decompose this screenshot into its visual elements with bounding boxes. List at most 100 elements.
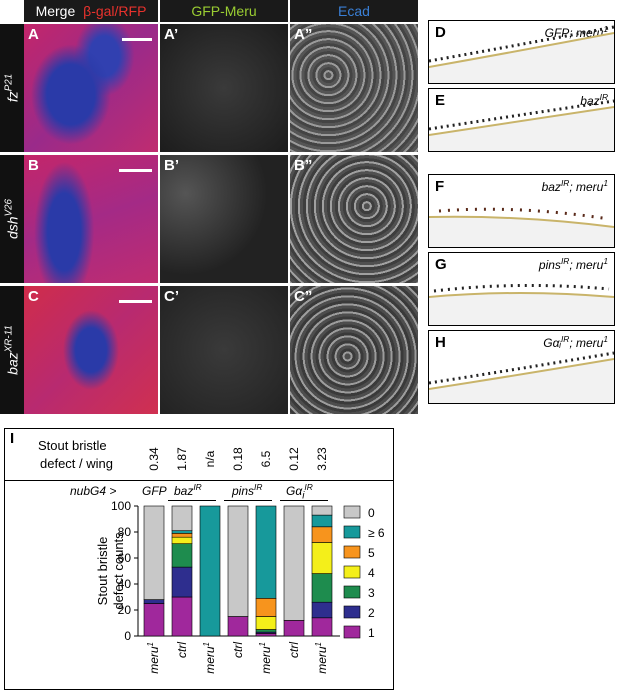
bar-segment bbox=[171, 530, 193, 534]
bar-segment bbox=[311, 617, 333, 637]
panel-label-D: D bbox=[435, 24, 446, 41]
header-merge-label: Merge bbox=[35, 3, 76, 19]
bar-segment bbox=[171, 505, 193, 532]
bar-segment bbox=[255, 629, 277, 633]
panel-label-B: B bbox=[28, 157, 39, 174]
row-label-fz-text: fzP21 bbox=[3, 73, 21, 103]
bar-segment bbox=[255, 598, 277, 617]
panel-label-G: G bbox=[435, 256, 447, 273]
bar-segment bbox=[143, 603, 165, 637]
wing-margin-image bbox=[429, 207, 614, 247]
defect-value: 0.34 bbox=[147, 447, 161, 471]
micrograph-ecad-baz: C” bbox=[290, 286, 418, 414]
legend-swatch bbox=[343, 525, 361, 539]
genotype-G: pinsIR; meru1 bbox=[538, 256, 608, 272]
x-tick-label: meru1 bbox=[202, 642, 217, 674]
legend-label: 5 bbox=[368, 546, 375, 560]
defect-title-line2: defect / wing bbox=[40, 456, 113, 471]
legend-swatch bbox=[343, 565, 361, 579]
panel-label-I: I bbox=[10, 430, 15, 447]
header-gfp-meru: GFP-Meru bbox=[160, 0, 288, 22]
wing-panel-H: H GαᵢIR; meru1 bbox=[428, 330, 615, 404]
micrograph-merge-dsh: B bbox=[24, 155, 158, 283]
defect-title-line1: Stout bristle bbox=[38, 438, 107, 453]
wing-margin-image bbox=[429, 99, 614, 151]
bar-segment bbox=[171, 543, 193, 568]
legend-swatch bbox=[343, 625, 361, 639]
x-tick-label: ctrl bbox=[287, 642, 301, 658]
bar-segment bbox=[171, 596, 193, 637]
row-label-dsh-text: dshV26 bbox=[3, 198, 21, 240]
panel-label-C-prime: C’ bbox=[164, 288, 179, 305]
scale-bar bbox=[119, 169, 152, 172]
group-underline-baz bbox=[168, 500, 216, 501]
bar-segment bbox=[311, 514, 333, 528]
legend-swatch bbox=[343, 545, 361, 559]
panel-I-divider bbox=[4, 480, 393, 481]
header-ecad: Ecad bbox=[290, 0, 418, 22]
header-merge: Merge β-gal/RFP bbox=[24, 0, 158, 22]
bar-segment bbox=[283, 620, 305, 637]
legend-swatch bbox=[343, 505, 361, 519]
micrograph-gfp-meru-baz: C’ bbox=[160, 286, 288, 414]
panel-label-A-dprime: A” bbox=[294, 26, 313, 43]
bar-segment bbox=[227, 616, 249, 637]
group-header-gfp: GFP bbox=[142, 484, 167, 498]
header-gfp-meru-label: GFP-Meru bbox=[191, 3, 257, 19]
micrograph-ecad-fz: A” bbox=[290, 24, 418, 152]
wing-margin-image bbox=[429, 351, 614, 403]
wing-panel-F: F bazIR; meru1 bbox=[428, 174, 615, 248]
group-header-pins: pinsIR bbox=[232, 482, 263, 498]
micrograph-gfp-meru-dsh: B’ bbox=[160, 155, 288, 283]
bar-segment bbox=[283, 505, 305, 621]
defect-value: 1.87 bbox=[175, 447, 189, 471]
row-label-dsh: dshV26 bbox=[0, 155, 24, 283]
header-ecad-label: Ecad bbox=[338, 3, 370, 19]
bar-segment bbox=[255, 633, 277, 637]
x-tick-label: ctrl bbox=[231, 642, 245, 658]
panel-label-F: F bbox=[435, 178, 445, 195]
micrograph-merge-fz: A bbox=[24, 24, 158, 152]
legend-label: 3 bbox=[368, 586, 375, 600]
legend-swatch bbox=[343, 585, 361, 599]
row-label-baz: bazXR-11 bbox=[0, 286, 24, 414]
genotype-F: bazIR; meru1 bbox=[541, 178, 608, 194]
group-underline-pins bbox=[224, 500, 272, 501]
wing-margin-image bbox=[429, 283, 614, 325]
bar-segment bbox=[311, 526, 333, 543]
y-tick-label: 0 bbox=[124, 629, 131, 643]
genotype-H: GαᵢIR; meru1 bbox=[543, 334, 608, 350]
row-label-baz-text: bazXR-11 bbox=[3, 325, 21, 375]
row-label-fz: fzP21 bbox=[0, 24, 24, 152]
bar-segment bbox=[311, 505, 333, 516]
bar-segment bbox=[171, 532, 193, 538]
wing-panel-D: D GFP; meru1 bbox=[428, 20, 615, 84]
panel-I-frame bbox=[4, 428, 394, 690]
x-tick-label: meru1 bbox=[314, 642, 329, 674]
bar-segment bbox=[311, 601, 333, 619]
bar-segment bbox=[171, 566, 193, 598]
x-tick-label: meru1 bbox=[258, 642, 273, 674]
defect-value: 0.12 bbox=[287, 447, 301, 471]
defect-value: 3.23 bbox=[315, 447, 329, 471]
panel-label-A-prime: A’ bbox=[164, 26, 179, 43]
y-axis-label: Stout bristledefect counts bbox=[95, 532, 126, 610]
panel-label-C-dprime: C” bbox=[294, 288, 313, 305]
bar-segment bbox=[311, 573, 333, 603]
scale-bar bbox=[119, 300, 152, 303]
y-tick-label: 40 bbox=[118, 577, 132, 591]
legend-swatch bbox=[343, 605, 361, 619]
defect-value: 0.18 bbox=[231, 447, 245, 471]
y-tick-label: 80 bbox=[118, 525, 132, 539]
panel-label-C: C bbox=[28, 288, 39, 305]
group-header-galpha: GαiIR bbox=[286, 482, 313, 502]
legend-label: 0 bbox=[368, 506, 375, 520]
bar-segment bbox=[143, 599, 165, 604]
bar-segment bbox=[199, 505, 221, 637]
legend-label: 1 bbox=[368, 626, 375, 640]
x-tick-label: ctrl bbox=[175, 642, 189, 658]
bar-segment bbox=[255, 505, 277, 599]
group-header-baz: bazIR bbox=[174, 482, 202, 498]
defect-value: n/a bbox=[203, 450, 217, 468]
